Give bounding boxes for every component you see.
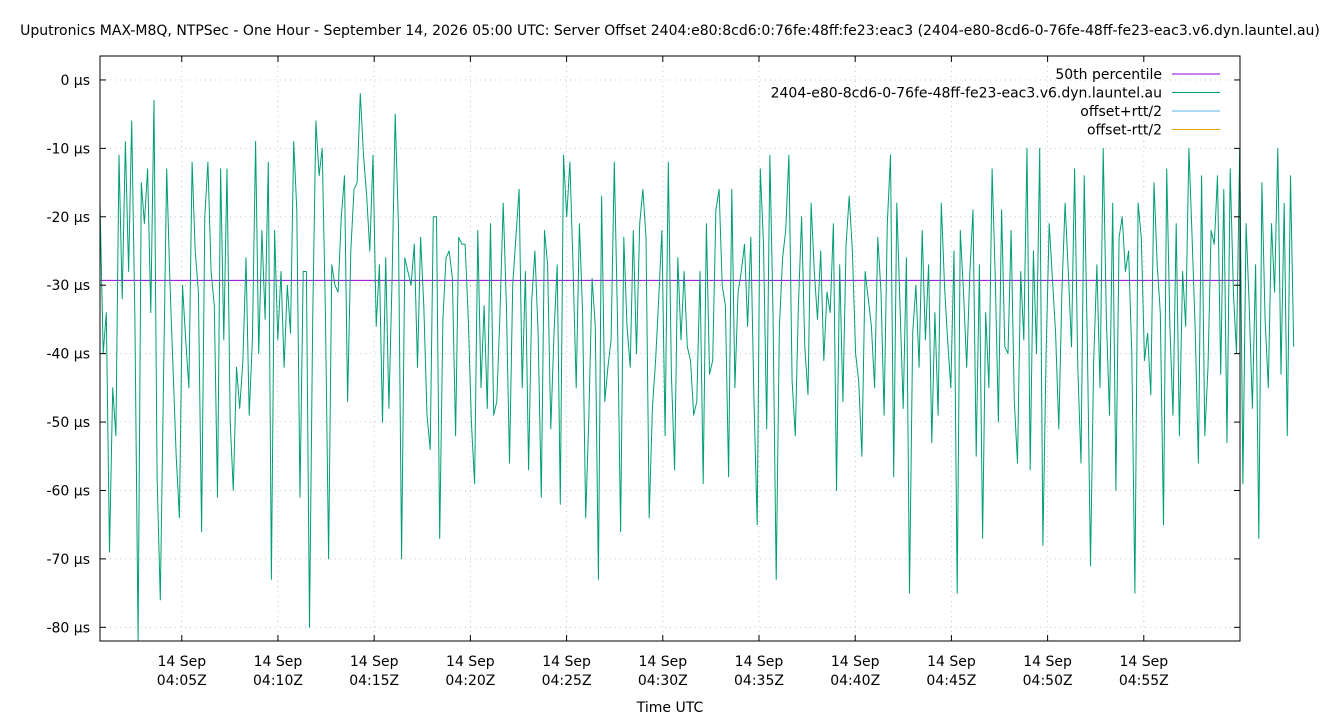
legend-label: offset+rtt/2 <box>1080 104 1162 120</box>
chart-title: Uputronics MAX-M8Q, NTPSec - One Hour - … <box>20 23 1320 39</box>
legend-label: offset-rtt/2 <box>1087 123 1162 139</box>
x-axis-label: Time UTC <box>636 700 704 716</box>
x-tick-label-time: 04:40Z <box>830 673 880 689</box>
x-tick-label-date: 14 Sep <box>831 654 880 670</box>
x-tick-label-time: 04:15Z <box>349 673 399 689</box>
y-tick-label: 0 µs <box>60 73 90 89</box>
y-tick-label: -80 µs <box>46 620 90 636</box>
x-tick-label-date: 14 Sep <box>735 654 784 670</box>
x-tick-label-date: 14 Sep <box>157 654 206 670</box>
grid-lines <box>100 56 1240 641</box>
y-tick-label: -10 µs <box>46 141 90 157</box>
x-tick-label-date: 14 Sep <box>927 654 976 670</box>
series-offset-line <box>99 93 1295 642</box>
x-tick-label-time: 04:50Z <box>1023 673 1073 689</box>
y-tick-label: -20 µs <box>46 210 90 226</box>
x-tick-label-time: 04:10Z <box>253 673 303 689</box>
x-tick-label-date: 14 Sep <box>638 654 687 670</box>
y-tick-label: -50 µs <box>46 415 90 431</box>
x-tick-label-time: 04:35Z <box>734 673 784 689</box>
legend-label: 50th percentile <box>1055 67 1162 83</box>
x-tick-label-date: 14 Sep <box>446 654 495 670</box>
y-axis: 0 µs -10 µs -20 µs -30 µs -40 µs -50 µs -60 µs… <box>46 73 1240 636</box>
x-tick-label-date: 14 Sep <box>350 654 399 670</box>
x-tick-label-date: 14 Sep <box>254 654 303 670</box>
y-tick-label: -70 µs <box>46 552 90 568</box>
x-tick-label-date: 14 Sep <box>1119 654 1168 670</box>
x-axis: 14 Sep 04:05Z 14 Sep 04:10Z 14 Sep 04:15Z 14 S… <box>157 56 1169 689</box>
legend: 50th percentile 2404-e80-8cd6-0-76fe-48ff… <box>771 67 1220 139</box>
y-tick-label: -40 µs <box>46 347 90 363</box>
series-layer <box>99 93 1295 642</box>
x-tick-label-time: 04:05Z <box>157 673 207 689</box>
plot-border <box>99 55 1241 642</box>
x-tick-label-date: 14 Sep <box>1023 654 1072 670</box>
x-tick-label-time: 04:55Z <box>1119 673 1169 689</box>
y-tick-label: -30 µs <box>46 278 90 294</box>
x-tick-label-time: 04:25Z <box>542 673 592 689</box>
x-tick-label-date: 14 Sep <box>542 654 591 670</box>
legend-label: 2404-e80-8cd6-0-76fe-48ff-fe23-eac3.v6.d… <box>771 86 1162 102</box>
x-tick-label-time: 04:45Z <box>926 673 976 689</box>
x-tick-label-time: 04:30Z <box>638 673 688 689</box>
y-tick-label: -60 µs <box>46 483 90 499</box>
x-tick-label-time: 04:20Z <box>445 673 495 689</box>
